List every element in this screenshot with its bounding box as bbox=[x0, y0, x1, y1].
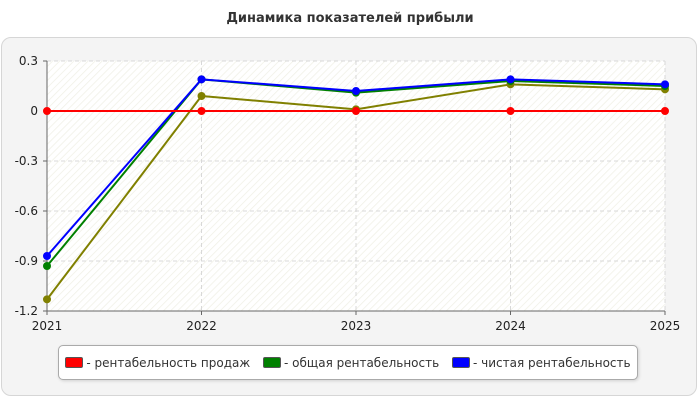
y-tick-label: 0.3 bbox=[19, 54, 38, 68]
legend-label: - рентабельность продаж bbox=[86, 355, 251, 370]
legend-item-total-profitability: - общая рентабельность bbox=[263, 356, 439, 370]
legend-swatch-green bbox=[263, 357, 282, 368]
series-point bbox=[43, 107, 51, 115]
series-point bbox=[661, 107, 669, 115]
x-tick-label: 2022 bbox=[186, 319, 217, 333]
legend-item-sales-profitability: - рентабельность продаж bbox=[65, 356, 250, 370]
series-point bbox=[352, 107, 360, 115]
series-point bbox=[661, 80, 669, 89]
legend-swatch-red bbox=[65, 357, 84, 368]
chart-title: Динамика показателей прибыли bbox=[226, 11, 474, 26]
series-point bbox=[506, 75, 515, 84]
legend-item-net-profitability: - чистая рентабельность bbox=[452, 356, 631, 370]
x-tick-label: 2024 bbox=[495, 319, 526, 333]
series-point bbox=[197, 75, 206, 84]
series-point bbox=[197, 92, 206, 100]
x-tick-label: 2025 bbox=[650, 319, 681, 333]
y-tick-label: -0.9 bbox=[15, 254, 38, 268]
series-point bbox=[197, 107, 206, 115]
y-tick-label: 0 bbox=[30, 104, 38, 118]
legend: - рентабельность продаж - общая рентабел… bbox=[58, 345, 638, 380]
x-tick-label: 2021 bbox=[32, 319, 63, 333]
y-tick-label: -1.2 bbox=[15, 304, 38, 318]
series-point bbox=[43, 295, 51, 304]
y-tick-label: -0.3 bbox=[15, 154, 38, 168]
series-point bbox=[352, 87, 360, 95]
legend-swatch-blue bbox=[452, 357, 470, 368]
x-tick-label: 2023 bbox=[341, 319, 372, 333]
plot-area bbox=[47, 61, 665, 311]
series-point bbox=[43, 252, 51, 260]
series-point bbox=[43, 262, 51, 270]
legend-label: - чистая рентабельность bbox=[473, 355, 631, 370]
series-point bbox=[506, 107, 515, 115]
y-tick-label: -0.6 bbox=[15, 204, 38, 218]
legend-label: - общая рентабельность bbox=[284, 355, 440, 370]
